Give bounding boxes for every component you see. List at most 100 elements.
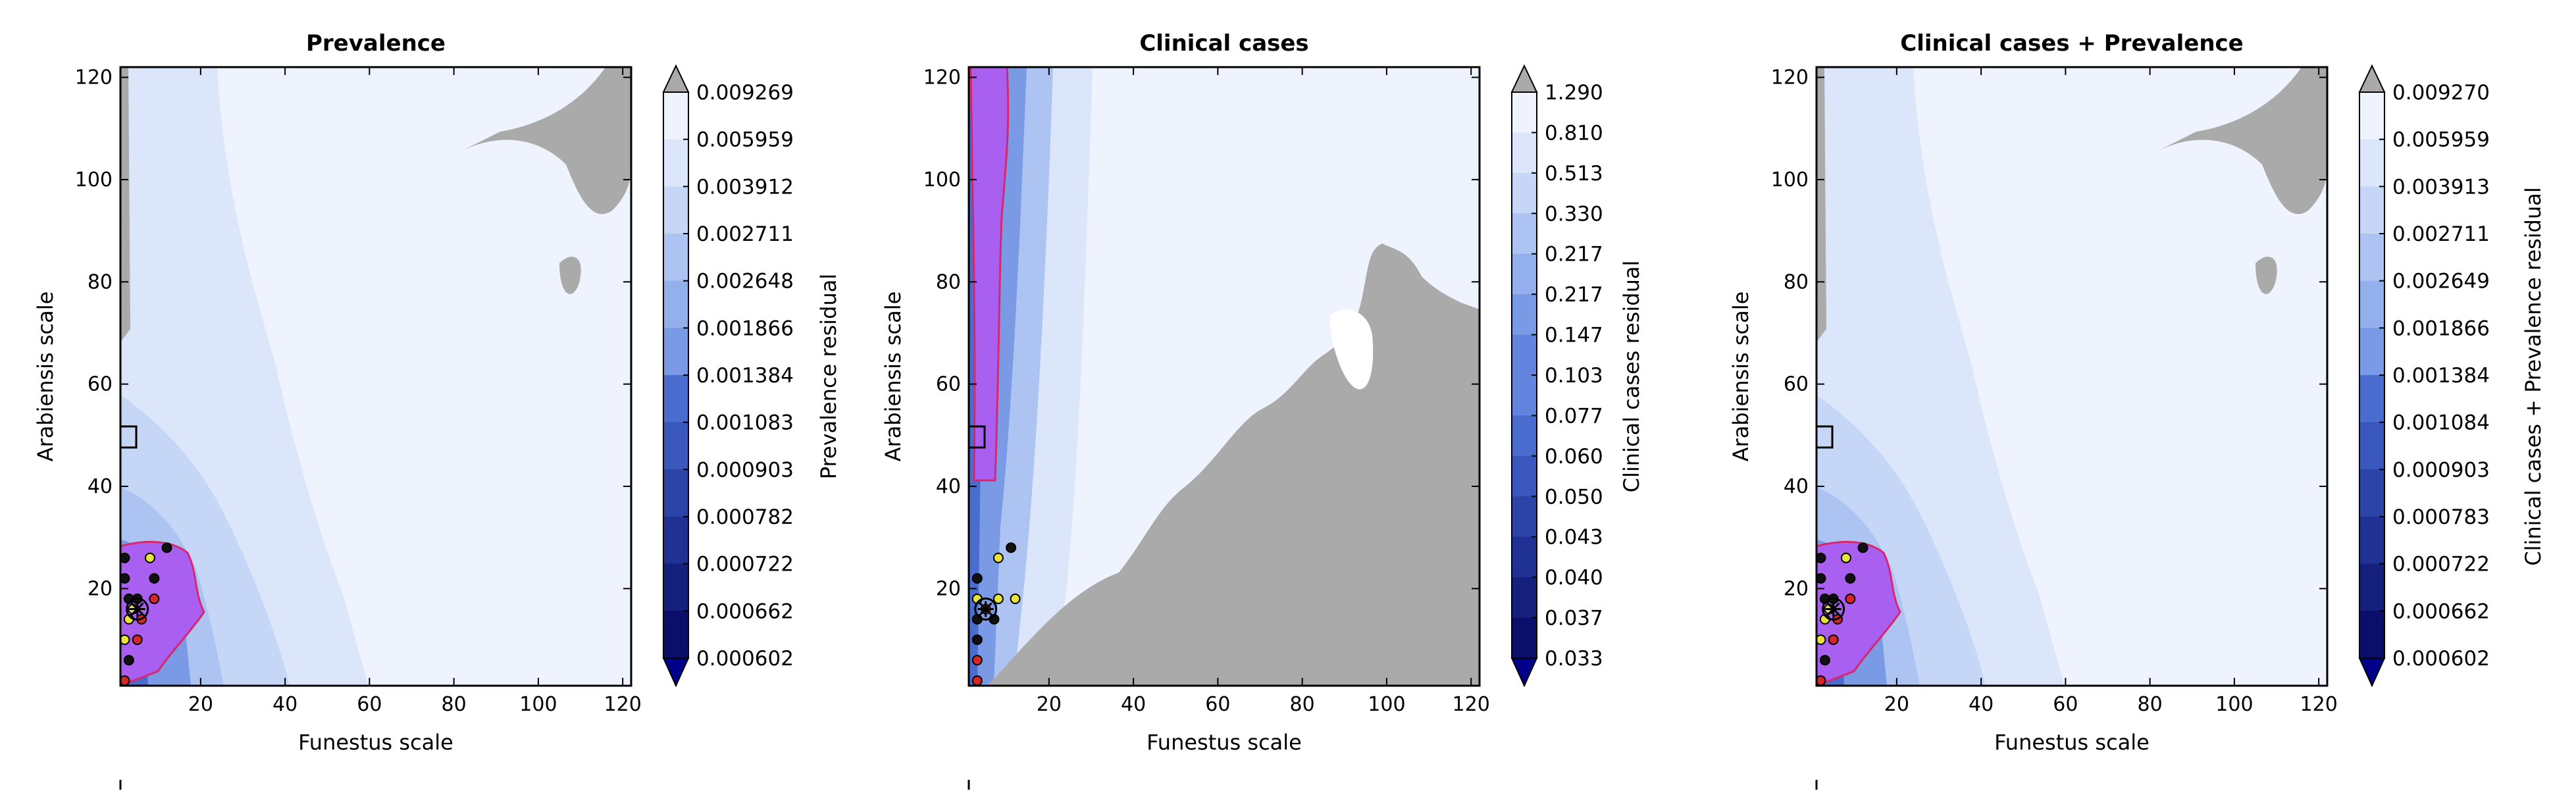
y-axis-ticks: 20 40 60 80 100 120: [923, 66, 1480, 600]
x-tick-label: 40: [272, 693, 297, 716]
colorbar-band: [1512, 213, 1537, 255]
axes-frame: [1815, 66, 2329, 687]
data-point: [123, 655, 134, 666]
colorbar-band: [1512, 577, 1537, 619]
colorbar-band: [2359, 469, 2384, 517]
data-point: [1815, 634, 1826, 646]
colorbar-band: [663, 92, 688, 140]
x-tick-label: 120: [1453, 693, 1490, 716]
data-point: [1857, 542, 1868, 553]
colorbar-extend-over: [1510, 64, 1538, 93]
y-tick-label: 120: [923, 66, 961, 90]
colorbar-tick-label: 0.060: [1545, 445, 1603, 469]
chart-title: Clinical cases: [1139, 30, 1308, 57]
colorbar-band: [2359, 611, 2384, 659]
data-point: [1840, 552, 1851, 563]
x-tick-label: 40: [1121, 693, 1146, 716]
data-point: [992, 593, 1004, 604]
data-point: [1815, 552, 1826, 563]
y-tick-label: 100: [75, 168, 113, 192]
y-axis-label: Arabiensis scale: [1728, 292, 1753, 462]
x-tick-label: 60: [2053, 693, 2078, 716]
x-axis-label: Funestus scale: [298, 730, 453, 755]
data-point: [149, 593, 160, 604]
data-point: [144, 552, 155, 563]
colorbar-band: [2359, 375, 2384, 423]
colorbar-tick-label: 0.217: [1545, 243, 1603, 267]
axes-frame: [119, 66, 632, 687]
x-axis-label: Funestus scale: [1146, 730, 1302, 755]
y-tick-label: 60: [88, 373, 113, 396]
x-axis-ticks: 20 40 60 80 100 120: [188, 67, 642, 716]
data-point: [119, 634, 130, 646]
data-point: [1845, 573, 1856, 584]
colorbar-tick-label: 0.001384: [696, 364, 794, 388]
optimum-marker: [1822, 597, 1845, 621]
colorbar-tick-label: 0.001384: [2392, 364, 2490, 388]
y-tick-label: 120: [1771, 66, 1809, 90]
colorbar-tick-label: 0.000662: [2392, 600, 2490, 623]
colorbar-band: [663, 234, 688, 282]
x-tick-label: 60: [357, 693, 382, 716]
colorbar-band: [1512, 294, 1537, 336]
colorbar-tick-label: 0.000783: [2392, 505, 2490, 529]
y-tick-label: 20: [1784, 577, 1809, 600]
x-tick-label: 80: [442, 693, 467, 716]
colorbar-tick-label: 0.000903: [2392, 458, 2490, 482]
y-axis-label: Arabiensis scale: [881, 292, 906, 462]
colorbar-extend-over: [662, 64, 690, 93]
colorbar-label: Clinical cases + Prevalence residual: [2521, 187, 2546, 565]
x-axis-ticks: 20 40 60 80 100 120: [1884, 67, 2338, 716]
marker-layer: [119, 542, 172, 686]
colorbar-band: [1512, 496, 1537, 538]
colorbar-extend-under: [1510, 657, 1538, 688]
colorbar-tick-label: 0.001083: [696, 411, 794, 435]
colorbar-tick-label: 0.103: [1545, 364, 1603, 388]
colorbar-band: [663, 517, 688, 565]
data-point: [1006, 542, 1017, 553]
data-point: [132, 634, 143, 646]
colorbar-band: [2359, 280, 2384, 328]
data-point: [1010, 593, 1021, 604]
data-point: [1815, 675, 1826, 686]
data-point: [971, 675, 983, 686]
y-tick-label: 20: [88, 577, 113, 600]
colorbar-band: [1512, 375, 1537, 416]
colorbar-tick-label: 0.043: [1545, 526, 1603, 550]
y-tick-label: 100: [923, 168, 961, 192]
data-point: [119, 552, 130, 563]
colorbar-band: [1512, 132, 1537, 174]
data-point: [1828, 634, 1839, 646]
colorbar-band: [663, 375, 688, 423]
colorbar-band: [1512, 536, 1537, 578]
colorbar-tick-label: 0.000602: [2392, 647, 2490, 671]
colorbar-tick-label: 0.005959: [696, 128, 794, 152]
colorbar-band: [663, 328, 688, 376]
colorbar-band: [2359, 328, 2384, 376]
optimum-star: [129, 601, 145, 617]
colorbar-tick-label: 0.002648: [696, 270, 794, 294]
data-point: [119, 573, 130, 584]
over-region: [2157, 67, 2327, 215]
optimum-marker: [126, 597, 149, 621]
y-tick-label: 100: [1771, 168, 1809, 192]
x-axis-ticks: 20 40 60 80 100 120: [1037, 67, 1490, 716]
colorbar-tick-label: 0.009269: [696, 81, 794, 105]
colorbar-tick-label: 0.040: [1545, 566, 1603, 590]
optimum-star: [977, 601, 994, 617]
colorbar-band: [2359, 92, 2384, 140]
colorbar-tick-label: 0.001866: [2392, 317, 2490, 340]
colorbar: 1.290 0.810 0.513 0.330 0.217 0.217 0.147 0.103…: [1510, 64, 1603, 688]
panel-prevalence: 20 40 60 80 100 120 20 40 60 80 100 120 Prevalence…: [33, 30, 841, 755]
pareto-region: [120, 541, 205, 686]
colorbar-tick-label: 0.147: [1545, 324, 1603, 347]
panel-clinical-cases: 20 40 60 80 100 120 20 40 60 80 100 120 Clinical c…: [881, 30, 1644, 755]
colorbar-band: [1512, 253, 1537, 295]
x-tick-label: 120: [2300, 693, 2338, 716]
colorbar-band: [2359, 186, 2384, 234]
colorbar-tick-label: 0.001866: [696, 317, 794, 340]
colorbar-band: [663, 186, 688, 234]
chart-title: Prevalence: [306, 30, 446, 57]
origin-marker: [119, 425, 138, 449]
